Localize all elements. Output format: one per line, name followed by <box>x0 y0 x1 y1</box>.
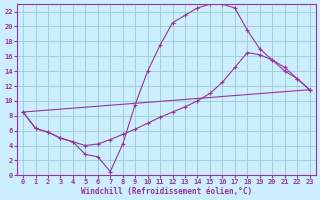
X-axis label: Windchill (Refroidissement éolien,°C): Windchill (Refroidissement éolien,°C) <box>81 187 252 196</box>
